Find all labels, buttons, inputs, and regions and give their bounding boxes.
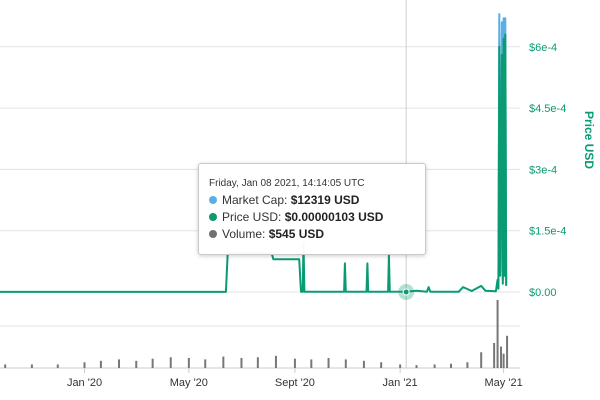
volume-bar <box>4 364 7 368</box>
price-dot <box>209 213 217 221</box>
volume-bar <box>274 355 277 368</box>
market-cap-dot <box>209 196 217 204</box>
tooltip-row-market-cap: Market Cap: $12319 USD <box>209 192 415 209</box>
volume-bar <box>415 365 418 368</box>
volume-bar <box>496 300 499 368</box>
volume-bar <box>99 360 102 368</box>
y-tick-label: $3e-4 <box>529 164 557 176</box>
y-tick-label: $6e-4 <box>529 42 557 54</box>
y-tick-label: $0.00 <box>529 287 557 299</box>
volume-bar <box>222 356 225 368</box>
x-tick-label: Jan '20 <box>67 377 102 389</box>
volume-bar <box>187 357 190 368</box>
tooltip-value: $0.00000103 USD <box>284 210 384 224</box>
volume-bar <box>399 364 402 368</box>
series-line-price-usd <box>0 33 508 293</box>
volume-bar <box>169 357 172 368</box>
chart-tooltip: Friday, Jan 08 2021, 14:14:05 UTC Market… <box>198 163 426 255</box>
volume-bar <box>293 358 296 368</box>
volume-bar <box>240 357 243 368</box>
volume-bar <box>56 364 59 368</box>
volume-bar <box>500 346 503 368</box>
price-series-lines <box>0 13 508 293</box>
volume-bar <box>151 358 154 368</box>
volume-bar <box>310 359 313 368</box>
y-axis-ticks: $0.00 $1.5e-4 $3e-4 $4.5e-4 $6e-4 <box>529 42 566 299</box>
volume-bar <box>502 353 505 368</box>
volume-bar <box>362 360 365 368</box>
volume-bar <box>466 362 469 368</box>
volume-bar <box>30 364 33 368</box>
x-tick-label: Jan '21 <box>383 377 418 389</box>
volume-bar <box>506 335 509 368</box>
volume-bar <box>327 357 330 368</box>
tooltip-timestamp: Friday, Jan 08 2021, 14:14:05 UTC <box>209 178 365 189</box>
x-tick-label: May '20 <box>170 377 208 389</box>
y-tick-label: $1.5e-4 <box>529 226 566 238</box>
volume-bar <box>344 359 347 368</box>
volume-bars <box>4 300 509 368</box>
x-tick-label: Sept '20 <box>275 377 315 389</box>
tooltip-row-volume: Volume: $545 USD <box>209 226 415 243</box>
volume-bar <box>480 352 483 368</box>
x-axis-ticks: Jan '20 May '20 Sept '20 Jan '21 May '21 <box>67 377 523 389</box>
tooltip-label: Market Cap: <box>222 193 288 207</box>
volume-bar <box>135 360 138 368</box>
volume-bar <box>433 364 436 368</box>
y-axis-title: Price USD <box>582 111 596 169</box>
volume-bar <box>83 362 86 368</box>
volume-dot <box>209 230 217 238</box>
volume-bar <box>450 363 453 368</box>
volume-bar <box>256 357 259 368</box>
volume-bar <box>493 342 496 368</box>
y-tick-label: $4.5e-4 <box>529 103 566 115</box>
volume-bar <box>380 362 383 368</box>
tooltip-row-price: Price USD: $0.00000103 USD <box>209 209 415 226</box>
volume-bar <box>204 359 207 368</box>
tooltip-value: $12319 USD <box>290 193 360 207</box>
tooltip-label: Volume: <box>222 227 266 241</box>
volume-bar <box>118 359 121 368</box>
x-tick-label: May '21 <box>485 377 523 389</box>
tooltip-value: $545 USD <box>268 227 325 241</box>
tooltip-label: Price USD: <box>222 210 282 224</box>
hover-marker <box>402 288 410 296</box>
